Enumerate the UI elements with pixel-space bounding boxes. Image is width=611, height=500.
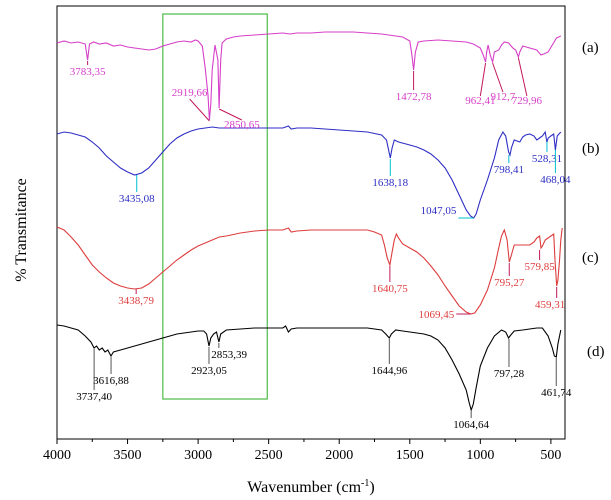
x-tick-label-0: 4000 xyxy=(43,448,71,463)
peak-label-0-4: 962,41 xyxy=(465,95,495,107)
peak-leader-0-1 xyxy=(189,98,210,122)
panel-label-d: (d) xyxy=(587,344,605,360)
peak-label-3-1: 3616,88 xyxy=(93,375,129,387)
peak-label-1-1: 1638,18 xyxy=(372,177,408,189)
plot-area-frame xyxy=(56,5,566,440)
peak-leader-0-6 xyxy=(517,57,528,97)
peak-label-1-0: 3435,08 xyxy=(119,193,155,205)
x-tick-label-4: 2000 xyxy=(325,448,353,463)
x-axis-title: Wavenumber (cm-1) xyxy=(247,478,374,496)
x-tick-label-5: 1500 xyxy=(396,448,424,463)
x-axis-title-superscript: -1 xyxy=(361,478,369,489)
peak-label-2-2: 795,27 xyxy=(494,277,525,289)
peak-label-0-0: 3783,35 xyxy=(70,66,106,78)
peak-label-0-5: 912,7 xyxy=(491,91,516,103)
highlight-box xyxy=(162,13,268,400)
peak-label-1-3: 528,31 xyxy=(532,153,562,165)
peak-label-1-5: 1047,05 xyxy=(421,205,457,217)
x-axis-title-main: Wavenumber (cm xyxy=(247,479,361,496)
series-layer xyxy=(56,31,563,412)
y-axis-title: % Transmitance xyxy=(13,178,30,282)
x-tick-label-6: 1000 xyxy=(466,448,494,463)
peak-label-0-2: 2850,65 xyxy=(224,119,260,131)
series-line-1 xyxy=(56,125,562,219)
x-tick-label-3: 2500 xyxy=(255,448,283,463)
peak-label-2-4: 459,31 xyxy=(535,299,565,311)
peak-label-2-1: 1640,75 xyxy=(372,283,408,295)
peak-label-3-2: 2923,05 xyxy=(191,365,227,377)
panel-label-b: (b) xyxy=(582,141,600,157)
x-axis: 4000 3500 3000 2500 2000 1500 1000 500 xyxy=(43,439,561,463)
peak-label-1-4: 468,04 xyxy=(540,174,571,186)
peak-label-0-1: 2919,66 xyxy=(172,87,208,99)
peak-label-0-3: 1472,78 xyxy=(396,91,432,103)
peak-label-3-7: 461,74 xyxy=(541,387,572,399)
peak-label-2-3: 579,85 xyxy=(524,261,555,273)
series-line-2 xyxy=(56,226,563,315)
peak-label-2-0: 3438,79 xyxy=(118,295,154,307)
panel-label-c: (c) xyxy=(582,250,599,266)
peak-label-0-6: 729,96 xyxy=(512,95,543,107)
x-tick-label-1: 3500 xyxy=(114,448,142,463)
peak-label-2-5: 1069,45 xyxy=(418,309,454,321)
series-line-0 xyxy=(56,31,562,121)
x-tick-label-7: 500 xyxy=(540,448,561,463)
peak-label-3-0: 3737,40 xyxy=(76,391,112,403)
peak-label-3-6: 1064,64 xyxy=(453,419,489,431)
peak-label-3-3: 2853,39 xyxy=(211,349,247,361)
peak-label-1-2: 798,41 xyxy=(494,164,524,176)
peak-leader-0-4 xyxy=(479,62,487,97)
peak-label-3-5: 797,28 xyxy=(494,368,525,380)
series-line-3 xyxy=(56,324,562,412)
x-tick-label-2: 3000 xyxy=(184,448,212,463)
peak-leader-0-2 xyxy=(218,108,243,121)
panel-label-a: (a) xyxy=(582,40,599,56)
peak-label-3-4: 1644,96 xyxy=(371,365,407,377)
x-axis-title-close: ) xyxy=(369,479,374,496)
peak-leader-0-5 xyxy=(492,62,504,93)
